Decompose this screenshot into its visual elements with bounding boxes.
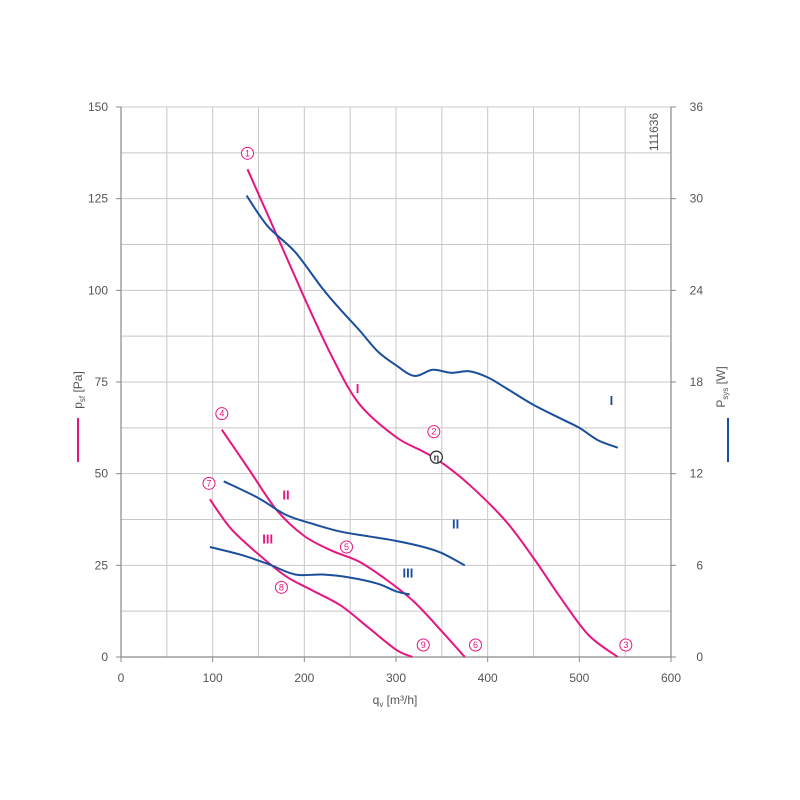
x-tick-label: 500	[569, 671, 589, 685]
right-axis-unit: [W]	[714, 366, 728, 387]
left-tick-label: 75	[95, 375, 109, 389]
pressure-curve-ii	[220, 429, 466, 658]
right-tick-label: 24	[690, 283, 704, 297]
x-axis-symbol: q	[373, 693, 380, 707]
operating-point-label: 4	[219, 409, 224, 419]
right-tick-label: 18	[690, 375, 704, 389]
operating-point-label: 7	[206, 478, 211, 488]
power-curve-iii	[209, 546, 411, 596]
power-curve-i	[245, 195, 619, 449]
operating-point-marker	[469, 638, 482, 652]
operating-point-marker	[215, 407, 229, 421]
pressure-curve-label: I	[356, 381, 360, 396]
pressure-curve-i	[246, 168, 619, 658]
left-axis-symbol: p	[71, 402, 85, 409]
power-curve-label: II	[452, 517, 459, 532]
pressure-curve-label: III	[262, 531, 273, 546]
right-tick-label: 0	[696, 650, 703, 664]
operating-point-label: 5	[344, 542, 349, 552]
left-tick-label: 50	[95, 467, 109, 481]
operating-point-marker	[416, 638, 430, 652]
operating-point-label: 9	[421, 640, 426, 650]
operating-point-label: 1	[245, 148, 250, 158]
x-tick-label: 0	[118, 671, 125, 685]
x-tick-label: 300	[386, 671, 406, 685]
left-tick-label: 0	[101, 650, 108, 664]
operating-point-marker	[241, 146, 254, 160]
right-axis-symbol: P	[714, 400, 728, 408]
x-axis-subscript: v	[379, 700, 383, 709]
left-tick-label: 125	[88, 192, 108, 206]
grid	[120, 106, 672, 658]
left-tick-label: 100	[88, 283, 108, 297]
operating-point-label: 6	[473, 640, 478, 650]
right-axis-title: Psys [W]	[714, 366, 730, 407]
operating-point-marker	[427, 425, 441, 439]
series	[209, 168, 619, 658]
left-axis-title: psf [Pa]	[71, 371, 87, 409]
operating-point-label: 3	[623, 640, 628, 650]
left-tick-label: 150	[88, 100, 108, 114]
power-curve-label: III	[402, 566, 413, 581]
power-curve-label: I	[610, 393, 614, 408]
efficiency-marker-label: η	[434, 453, 440, 463]
chart-id-label: 111636	[647, 113, 661, 152]
x-tick-label: 100	[203, 671, 223, 685]
operating-point-marker	[619, 638, 633, 652]
operating-point-label: 2	[431, 427, 436, 437]
right-axis-subscript: sys	[721, 388, 730, 400]
operating-point-marker	[340, 540, 353, 554]
x-tick-label: 200	[294, 671, 314, 685]
right-tick-label: 36	[690, 100, 704, 114]
left-axis-subscript: sf	[78, 395, 87, 402]
left-tick-label: 25	[95, 558, 109, 572]
operating-point-marker	[202, 476, 216, 490]
x-tick-label: 400	[478, 671, 498, 685]
x-axis-unit: [m³/h]	[383, 693, 417, 707]
right-tick-label: 6	[696, 558, 703, 572]
axes: 0 100 200 300 400 500 600025507510012515006121…	[88, 100, 703, 685]
pressure-curve-label: II	[282, 487, 289, 502]
right-tick-label: 30	[690, 192, 704, 206]
right-tick-label: 12	[690, 467, 704, 481]
efficiency-marker	[429, 450, 443, 464]
x-axis-title: qv [m³/h]	[373, 693, 418, 709]
operating-point-label: 8	[279, 582, 284, 592]
x-tick-label: 600	[661, 671, 681, 685]
power-curve-ii	[223, 480, 466, 567]
operating-point-marker	[274, 580, 288, 594]
left-axis-unit: [Pa]	[71, 371, 85, 396]
pressure-curve-iii	[209, 498, 413, 658]
